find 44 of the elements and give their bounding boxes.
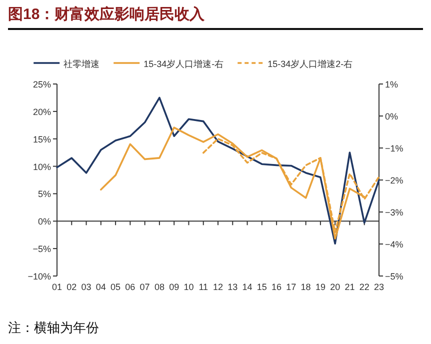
x-tick-label: 06 (125, 282, 136, 292)
y-tick-label: −10% (28, 272, 51, 282)
line-series (56, 96, 380, 245)
y-tick-label: −5% (32, 244, 51, 254)
y-tick-label: 20% (32, 106, 51, 117)
x-tick-label: 08 (154, 282, 164, 292)
chart-title: 图18：财富效应影响居民收入 (8, 5, 206, 23)
x-tick-label: 15 (256, 282, 267, 292)
x-tick-label: 20 (330, 282, 340, 292)
y-tick-label: 0% (38, 216, 51, 227)
x-tick-label: 14 (242, 282, 252, 292)
x-tick-label: 21 (344, 282, 355, 292)
text: 注：横轴为年份 (8, 320, 99, 335)
y2-tick-label: −3% (385, 208, 404, 218)
x-tick-label: 03 (81, 282, 92, 292)
x-tick-label: 12 (212, 282, 224, 292)
x-tick-label: 02 (66, 282, 77, 292)
y2-tick-label: −1% (385, 144, 404, 154)
y-tick-label: 5% (38, 189, 51, 200)
legend-label: 15-34岁人口增速2-右 (268, 59, 353, 69)
y-tick-label: 10% (32, 162, 51, 172)
legend-label: 社零增速 (64, 59, 100, 69)
y2-tick-label: −4% (385, 240, 404, 250)
x-tick-label: 04 (96, 282, 106, 292)
y-tick-label: 15% (32, 134, 51, 144)
y2-tick-label: −5% (385, 272, 404, 282)
y-tick-label: 25% (32, 80, 51, 90)
x-tick-label: 11 (198, 282, 208, 292)
x-tick-label: 16 (272, 282, 282, 292)
x-tick-label: 19 (315, 282, 326, 292)
x-tick-label: 07 (140, 282, 150, 292)
x-tick-label: 01 (52, 282, 62, 292)
x-tick-label: 17 (286, 282, 296, 292)
x-tick-label: 09 (169, 282, 180, 292)
y2-tick-label: 1% (385, 80, 398, 90)
x-tick-label: 10 (184, 282, 194, 292)
x-tick-label: 05 (110, 282, 121, 292)
x-tick-label: 23 (374, 282, 384, 292)
y2-tick-label: 0% (385, 112, 398, 122)
x-tick-label: 13 (228, 282, 238, 292)
x-tick-label: 18 (300, 282, 311, 292)
legend-label: 15-34岁人口增速-右 (144, 59, 224, 69)
x-tick-label: 22 (359, 282, 370, 292)
y2-tick-label: −2% (385, 176, 404, 186)
